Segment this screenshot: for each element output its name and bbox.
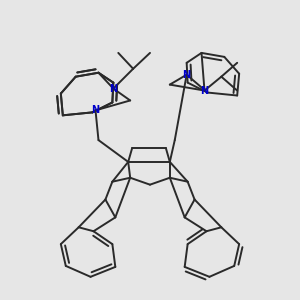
Text: N: N (200, 85, 208, 96)
Text: N: N (109, 84, 117, 94)
Text: N: N (183, 70, 191, 80)
Text: N: N (92, 105, 100, 116)
